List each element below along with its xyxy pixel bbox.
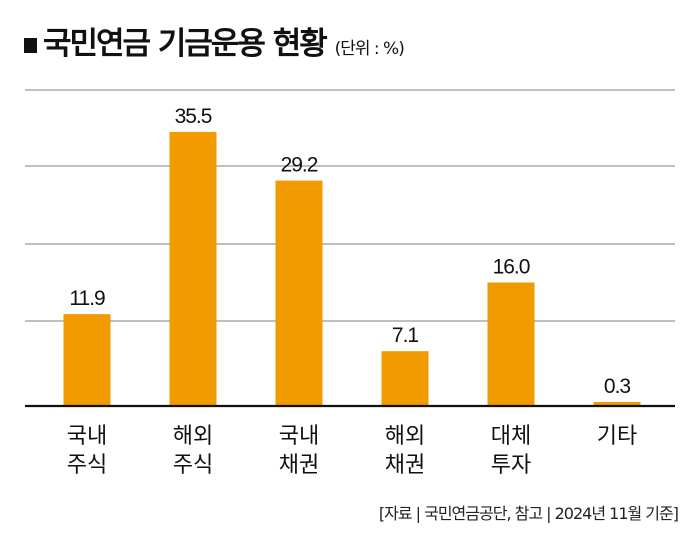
category-label: 기타 [597, 424, 637, 449]
unit-label: (단위 : %) [334, 39, 405, 59]
category-label: 주식 [67, 453, 107, 478]
data-label: 16.0 [493, 255, 530, 278]
bar [487, 282, 535, 406]
category-label: 국내 [67, 424, 107, 449]
category-label: 채권 [385, 453, 425, 478]
category-label: 해외 [173, 424, 213, 449]
data-label: 35.5 [175, 105, 212, 128]
category-label: 해외 [385, 424, 425, 449]
category-label: 국내 [279, 424, 319, 449]
chart-title: 국민연금 기금운용 현황 (단위 : %) [24, 18, 405, 63]
bar [169, 131, 217, 406]
category-label: 주식 [173, 453, 213, 478]
bar [275, 180, 323, 406]
data-label: 29.2 [281, 154, 318, 177]
bar [381, 351, 429, 406]
bar [63, 314, 111, 406]
data-label: 11.9 [69, 287, 105, 310]
source-note: [자료 | 국민연금공단, 참고 | 2024년 11월 기준] [378, 504, 679, 523]
square-bullet-icon [24, 38, 37, 53]
category-label: 대체 [491, 424, 531, 449]
data-label: 7.1 [392, 324, 419, 347]
bar [593, 402, 641, 406]
data-label: 0.3 [604, 375, 631, 398]
category-label: 채권 [279, 453, 319, 478]
category-label: 투자 [491, 453, 531, 478]
